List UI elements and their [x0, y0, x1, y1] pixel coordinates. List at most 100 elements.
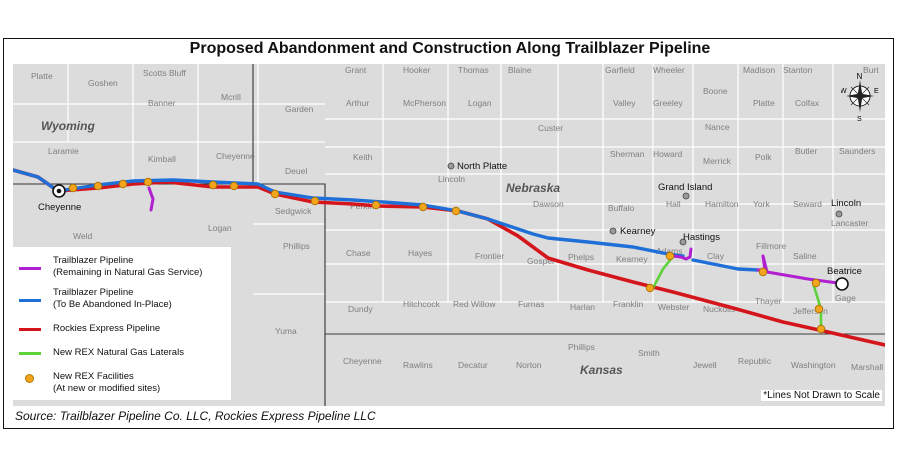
svg-text:Adams: Adams [656, 246, 682, 256]
svg-text:N: N [857, 72, 863, 81]
state-labels: Wyoming Nebraska Kansas [41, 119, 623, 377]
svg-text:Logan: Logan [468, 98, 492, 108]
svg-text:Gosper: Gosper [527, 256, 555, 266]
svg-text:Hall: Hall [666, 199, 681, 209]
svg-text:York: York [753, 199, 770, 209]
svg-text:Gage: Gage [835, 293, 856, 303]
svg-text:Nebraska: Nebraska [506, 181, 560, 195]
rex-lateral-1 [651, 257, 673, 290]
svg-text:Thomas: Thomas [458, 65, 489, 75]
svg-text:Seward: Seward [793, 199, 822, 209]
city-beatrice: Beatrice [827, 266, 862, 291]
city-cheyenne: Cheyenne [38, 184, 81, 213]
svg-text:Saunders: Saunders [839, 146, 875, 156]
svg-text:Yuma: Yuma [275, 326, 297, 336]
svg-text:Cheyenne: Cheyenne [216, 151, 255, 161]
city-grand-island: Grand Island [658, 182, 712, 200]
svg-text:Phillips: Phillips [568, 342, 595, 352]
svg-text:Buffalo: Buffalo [608, 203, 635, 213]
svg-text:Merrick: Merrick [703, 156, 732, 166]
svg-text:Cheyenne: Cheyenne [343, 356, 382, 366]
svg-text:Kansas: Kansas [580, 363, 623, 377]
svg-text:Custer: Custer [538, 123, 563, 133]
svg-text:Clay: Clay [707, 251, 725, 261]
county-labels: Platte Goshen Scotts Bluff Banner Mcrill… [31, 65, 883, 372]
svg-text:Fillmore: Fillmore [756, 241, 786, 251]
svg-text:Marshall: Marshall [851, 362, 883, 372]
svg-text:Kearney: Kearney [616, 254, 648, 264]
trailblazer-pipeline-remaining-west [147, 186, 155, 212]
city-north-platte: North Platte [447, 161, 507, 172]
svg-text:Hayes: Hayes [408, 248, 432, 258]
rex-facilities [68, 177, 826, 334]
legend-label: New REX Natural Gas Laterals [53, 347, 184, 358]
svg-text:Harlan: Harlan [570, 302, 595, 312]
trailblazer-pipeline-abandoned-east [691, 258, 760, 272]
svg-text:Goshen: Goshen [88, 78, 118, 88]
svg-text:Grand Island: Grand Island [658, 182, 712, 193]
legend-label: Trailblazer Pipeline [53, 255, 134, 266]
svg-text:Decatur: Decatur [458, 360, 488, 370]
svg-text:Sedgwick: Sedgwick [275, 206, 312, 216]
legend-swatch-orange-dot [25, 374, 34, 383]
svg-text:Lancaster: Lancaster [831, 218, 868, 228]
source-caption: Source: Trailblazer Pipeline Co. LLC, Ro… [15, 409, 376, 423]
svg-text:Thayer: Thayer [755, 296, 782, 306]
legend-sublabel: (At new or modified sites) [53, 383, 161, 394]
svg-text:W: W [841, 88, 847, 95]
svg-text:Platte: Platte [753, 98, 775, 108]
ne-co-border [253, 183, 326, 406]
svg-text:Smith: Smith [638, 348, 660, 358]
svg-text:Jefferson: Jefferson [793, 306, 828, 316]
svg-text:Valley: Valley [613, 98, 636, 108]
svg-text:Garfield: Garfield [605, 65, 635, 75]
svg-text:Madison: Madison [743, 65, 775, 75]
svg-text:Furnas: Furnas [518, 299, 544, 309]
svg-text:Nuckolls: Nuckolls [703, 304, 735, 314]
svg-text:Lincoln: Lincoln [438, 174, 465, 184]
svg-text:Hastings: Hastings [683, 232, 720, 243]
svg-text:Keith: Keith [353, 152, 373, 162]
svg-text:Beatrice: Beatrice [827, 266, 862, 277]
svg-text:Lincoln: Lincoln [831, 198, 861, 209]
svg-text:Frontier: Frontier [475, 251, 504, 261]
svg-text:Colfax: Colfax [795, 98, 820, 108]
svg-text:Phillips: Phillips [283, 241, 310, 251]
svg-text:Nance: Nance [705, 122, 730, 132]
cities: Cheyenne North Platte Grand Island Kearn… [38, 161, 862, 291]
legend-label: Rockies Express Pipeline [53, 323, 161, 334]
svg-text:Butler: Butler [795, 146, 817, 156]
svg-text:North Platte: North Platte [457, 161, 507, 172]
svg-text:Burt: Burt [863, 65, 879, 75]
svg-text:Stanton: Stanton [783, 65, 813, 75]
svg-text:Banner: Banner [148, 98, 176, 108]
svg-text:Boone: Boone [703, 86, 728, 96]
svg-text:Phelps: Phelps [568, 252, 594, 262]
svg-text:Chase: Chase [346, 248, 371, 258]
map-title: Proposed Abandonment and Construction Al… [189, 40, 711, 57]
trailblazer-pipeline-remaining-hastings [671, 247, 693, 261]
legend-label: Trailblazer Pipeline [53, 287, 134, 298]
legend-sublabel: (To Be Abandoned In-Place) [53, 299, 172, 310]
scale-note: *Lines Not Drawn to Scale [761, 390, 882, 401]
svg-text:Laramie: Laramie [48, 146, 79, 156]
legend-swatch-green [19, 352, 41, 355]
svg-text:Dundy: Dundy [348, 304, 373, 314]
svg-text:Sherman: Sherman [610, 149, 645, 159]
svg-text:Rawlins: Rawlins [403, 360, 433, 370]
svg-text:Webster: Webster [658, 302, 690, 312]
svg-text:Arthur: Arthur [346, 98, 369, 108]
svg-text:Saline: Saline [793, 251, 817, 261]
city-marker-beatrice [835, 277, 849, 291]
svg-text:Garden: Garden [285, 104, 314, 114]
svg-text:Kearney: Kearney [620, 226, 656, 237]
state-borders [13, 64, 885, 406]
svg-text:S: S [857, 116, 862, 123]
svg-text:Greeley: Greeley [653, 98, 684, 108]
svg-text:Wheeler: Wheeler [653, 65, 685, 75]
svg-text:Hamilton: Hamilton [705, 199, 739, 209]
svg-text:E: E [874, 88, 879, 95]
legend-label: New REX Facilities [53, 371, 134, 382]
legend-sublabel: (Remaining in Natural Gas Service) [53, 267, 203, 278]
svg-text:Cheyenne: Cheyenne [38, 202, 81, 213]
